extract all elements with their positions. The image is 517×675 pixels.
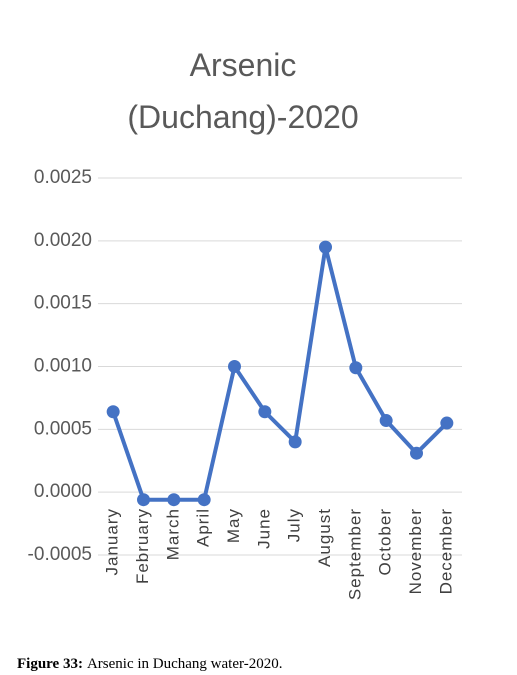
x-tick-label: July [285, 508, 304, 542]
y-tick-label: 0.0000 [34, 481, 92, 502]
marker [167, 493, 181, 507]
marker [379, 414, 393, 428]
y-tick-label: -0.0005 [28, 544, 92, 565]
x-tick-label: February [133, 508, 152, 584]
y-tick-label: 0.0020 [34, 230, 92, 251]
caption-text: Arsenic in Duchang water-2020. [87, 656, 282, 672]
y-tick-label: 0.0025 [34, 167, 92, 188]
x-tick-label: September [345, 508, 364, 600]
caption: Figure 33: Arsenic in Duchang water-2020. [17, 656, 282, 672]
chart-title: (Duchang)-2020 [127, 99, 358, 135]
x-tick-label: January [103, 508, 122, 575]
marker [197, 493, 211, 507]
x-tick-label: March [163, 508, 182, 560]
x-tick-label: November [406, 508, 425, 594]
marker [258, 405, 272, 419]
x-tick-label: April [194, 508, 213, 547]
y-tick-label: 0.0010 [34, 356, 92, 377]
marker [288, 435, 302, 449]
x-tick-label: October [376, 508, 395, 575]
y-tick-label: 0.0015 [34, 293, 92, 314]
x-tick-label: August [315, 508, 334, 567]
y-tick-label: 0.0005 [34, 418, 92, 439]
caption-label: Figure 33: [17, 656, 83, 672]
marker [349, 361, 363, 375]
x-tick-label: May [224, 508, 243, 543]
chart-title: Arsenic [190, 47, 297, 83]
marker [319, 240, 332, 254]
x-tick-label: December [436, 508, 455, 594]
marker [440, 416, 454, 430]
x-tick-label: June [254, 508, 273, 549]
marker [410, 446, 423, 460]
marker [106, 405, 120, 419]
marker [228, 360, 241, 373]
line [111, 245, 449, 502]
marker [137, 493, 150, 507]
